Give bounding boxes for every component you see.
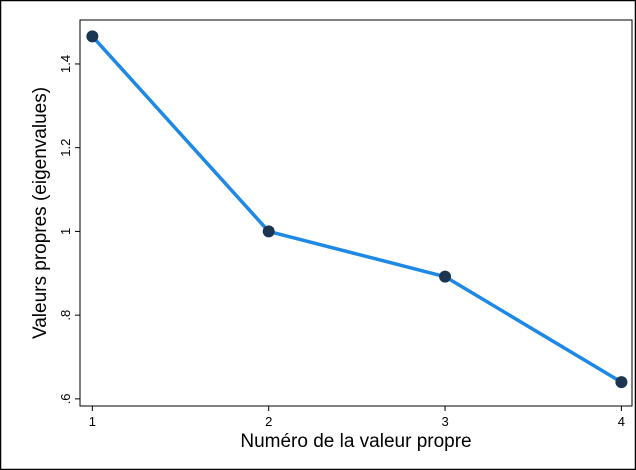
y-tick-label: 1.2 [58,139,73,157]
y-tick-label: 1 [58,228,73,235]
marker [86,30,99,43]
marker [615,376,628,389]
marker [439,270,452,283]
plot-frame [79,19,633,407]
x-tick-label: 1 [89,414,96,429]
x-tick-label: 3 [441,414,448,429]
x-tick-label: 2 [265,414,272,429]
x-axis-title: Numéro de la valeur propre [240,431,471,452]
y-tick-label: .8 [58,310,73,321]
line [91,35,623,384]
y-axis-title: Valeurs propres (eigenvalues) [30,87,51,339]
x-tick-label: 4 [618,414,625,429]
y-tick-label: 1.4 [58,55,73,73]
y-tick-label: .6 [58,393,73,404]
marker [262,225,275,238]
